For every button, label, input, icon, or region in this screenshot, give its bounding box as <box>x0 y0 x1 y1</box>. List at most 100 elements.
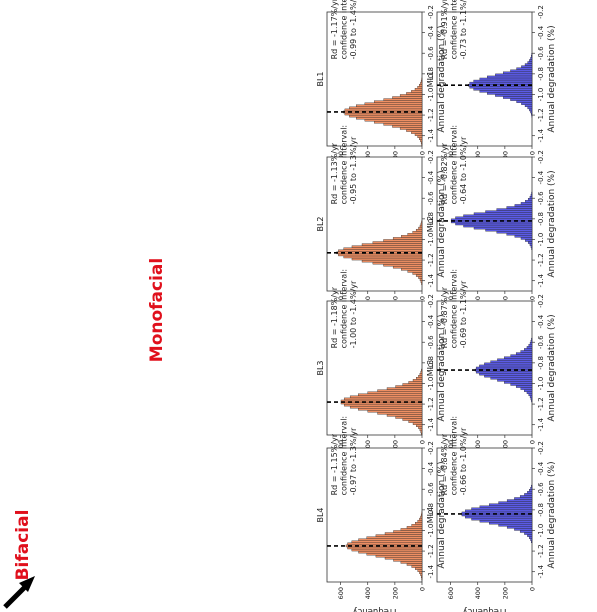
histogram-bar <box>361 243 423 246</box>
histogram-bar <box>527 198 533 201</box>
histogram-bar <box>402 383 423 386</box>
histogram-bar <box>525 239 533 242</box>
histogram-bar <box>479 364 533 368</box>
x-tick-label: -1.0 <box>537 377 545 391</box>
histogram-bar <box>375 534 423 537</box>
annotation-line-1: Rd = -1.15%/yr <box>330 433 339 495</box>
histogram-bar <box>383 264 423 267</box>
y-tick-label: 400 <box>364 587 372 599</box>
histogram-bar <box>529 243 533 246</box>
histogram-bar <box>420 430 423 434</box>
histogram-bar <box>530 193 533 197</box>
histogram-bar <box>395 416 423 419</box>
x-tick-label: -1.2 <box>537 253 545 267</box>
panel-title: ML2 <box>426 216 435 232</box>
histogram-bar <box>366 552 423 556</box>
histogram-bar <box>408 420 423 423</box>
annotation-line-1: Rd = -0.84%/yr <box>440 433 449 495</box>
x-tick-label: -0.2 <box>427 441 435 455</box>
annotation-line-2: confidence interval: <box>340 0 349 59</box>
histogram-bar <box>514 497 533 500</box>
histogram-bar <box>372 241 423 244</box>
histogram-bar <box>514 528 533 531</box>
x-tick-label: -0.6 <box>427 46 435 60</box>
histogram-bar <box>419 372 423 376</box>
histogram-bar <box>364 119 423 122</box>
histogram-bar <box>386 387 423 390</box>
histogram-bar <box>420 575 423 579</box>
histogram-bar <box>485 210 533 213</box>
histogram-bar <box>343 255 423 259</box>
histogram-bar <box>521 102 533 105</box>
histogram-bar <box>418 226 423 230</box>
histogram-bar <box>471 517 533 521</box>
histogram-bar <box>504 381 533 384</box>
x-axis-label: Annual degradation (%) <box>547 25 557 132</box>
histogram-bar <box>349 405 423 409</box>
histogram-bar <box>495 94 533 97</box>
histogram-bar <box>421 368 423 372</box>
y-tick-label: 400 <box>474 587 482 599</box>
x-tick-label: -1.4 <box>427 128 435 142</box>
histogram-bar <box>367 391 423 394</box>
histogram-bar <box>415 522 423 525</box>
x-tick-label: -0.8 <box>537 356 545 370</box>
histogram-bar <box>530 55 533 58</box>
histogram-bar <box>510 354 533 357</box>
x-tick-label: -0.2 <box>537 441 545 455</box>
x-tick-label: -0.4 <box>427 170 435 184</box>
histogram-bar <box>343 397 423 401</box>
histogram-bar <box>421 220 423 224</box>
annotation-line-2: confidence interval: <box>450 0 459 59</box>
histogram-bar <box>529 536 533 539</box>
histogram-bar <box>344 112 423 116</box>
histogram-bar <box>504 356 533 359</box>
x-tick-label: -1.2 <box>427 544 435 558</box>
histogram-bar <box>393 530 423 533</box>
x-tick-label: -0.4 <box>427 314 435 328</box>
x-tick-label: -0.2 <box>427 294 435 308</box>
y-tick-label: 400 <box>364 440 372 452</box>
histogram-bar <box>514 204 533 207</box>
histogram-bar <box>524 389 533 392</box>
y-tick-label: 600 <box>337 440 345 452</box>
y-tick-label: 200 <box>501 440 509 452</box>
histogram-bar <box>400 528 423 531</box>
histogram-bar <box>524 532 533 535</box>
histogram-bar <box>366 536 423 539</box>
x-tick-label: -0.4 <box>427 25 435 39</box>
histogram-bar <box>347 542 423 546</box>
histogram-bar <box>411 90 423 93</box>
histogram-bar <box>420 280 423 283</box>
histogram-bar <box>489 522 533 525</box>
histogram-bar <box>520 202 533 205</box>
histogram-bar <box>465 509 533 513</box>
histogram-bar <box>421 432 423 436</box>
histogram-bar <box>516 100 533 103</box>
histogram-bar <box>347 546 423 550</box>
histogram-bar <box>484 375 533 378</box>
histogram-bar <box>529 489 533 492</box>
histogram-bar <box>400 561 423 564</box>
x-tick-label: -1.2 <box>537 108 545 122</box>
histogram-bar <box>469 86 533 89</box>
histogram-bar <box>473 226 533 230</box>
x-tick-label: -0.2 <box>537 150 545 164</box>
histogram-bar <box>527 241 533 244</box>
panel-title: BL3 <box>316 360 325 375</box>
histogram-bar <box>527 491 533 494</box>
histogram-panel-bl4: -1.4-1.2-1.0-0.8-0.6-0.4-0.20200400600An… <box>316 416 447 612</box>
x-tick-label: -0.6 <box>537 46 545 60</box>
histogram-bar <box>351 548 423 552</box>
histogram-bar <box>406 129 423 132</box>
annotation-line-3: -0.64 to -1.0%/yr <box>459 136 468 204</box>
histogram-bar <box>497 379 533 382</box>
histogram-bar <box>479 519 533 523</box>
histogram-bar <box>484 362 533 366</box>
x-axis-label: Annual degradation (%) <box>437 314 447 421</box>
histogram-bar <box>411 131 423 134</box>
histogram-bar <box>364 102 423 105</box>
histogram-bar <box>510 69 533 72</box>
histogram-bar <box>489 503 533 506</box>
annotation-line-1: Rd = -0.87%/yr <box>440 286 449 348</box>
